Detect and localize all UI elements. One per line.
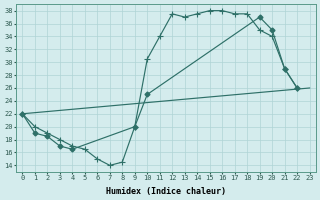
X-axis label: Humidex (Indice chaleur): Humidex (Indice chaleur) xyxy=(106,187,226,196)
